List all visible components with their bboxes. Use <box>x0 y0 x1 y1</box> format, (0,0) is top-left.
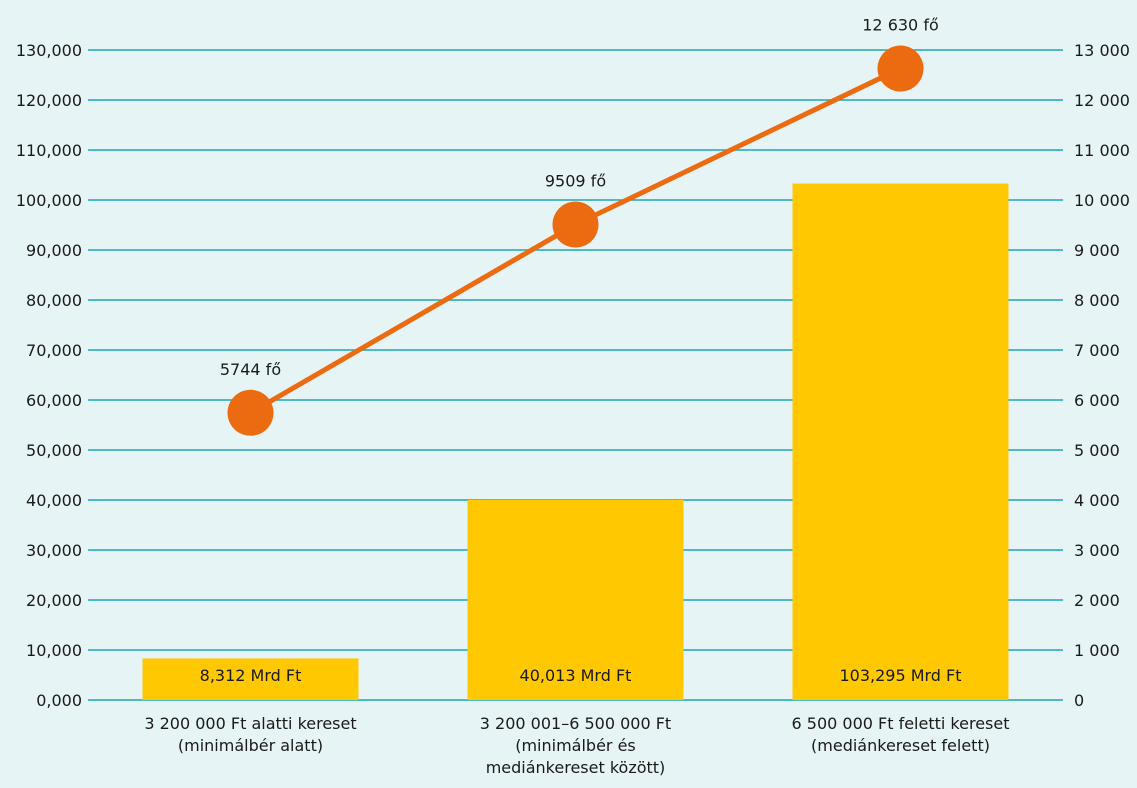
bars: 8,312 Mrd Ft 40,013 Mrd Ft 103,295 Mrd Ft <box>142 183 1009 700</box>
point-value-label: 12 630 fő <box>862 16 939 35</box>
category-label: mediánkereset között) <box>486 758 666 777</box>
line-series: 5744 fő 9509 fő 12 630 fő <box>220 16 939 436</box>
line-point <box>552 201 599 248</box>
left-tick-label: 80,000 <box>26 291 82 310</box>
category-labels: 3 200 000 Ft alatti kereset (minimálbér a… <box>144 714 1009 777</box>
left-tick-label: 20,000 <box>26 591 82 610</box>
right-tick-label: 0 <box>1074 691 1084 710</box>
bar <box>467 499 684 700</box>
category-label: 3 200 001–6 500 000 Ft <box>480 714 671 733</box>
right-tick-label: 5 000 <box>1074 441 1120 460</box>
right-tick-label: 6 000 <box>1074 391 1120 410</box>
category-label: 3 200 000 Ft alatti kereset <box>144 714 356 733</box>
left-tick-label: 90,000 <box>26 241 82 260</box>
left-tick-label: 130,000 <box>16 41 82 60</box>
bar-value-label: 40,013 Mrd Ft <box>520 666 632 685</box>
point-value-label: 5744 fő <box>220 360 281 379</box>
category-label: (minimálbér és <box>515 736 636 755</box>
line-point <box>877 45 924 92</box>
bar-value-label: 103,295 Mrd Ft <box>839 666 961 685</box>
left-tick-label: 40,000 <box>26 491 82 510</box>
right-tick-label: 8 000 <box>1074 291 1120 310</box>
right-axis-ticks: 0 1 000 2 000 3 000 4 000 5 000 6 000 7 000 8 00… <box>1074 41 1130 710</box>
category-label: (minimálbér alatt) <box>178 736 323 755</box>
right-tick-label: 11 000 <box>1074 141 1130 160</box>
right-tick-label: 4 000 <box>1074 491 1120 510</box>
category-label: (mediánkereset felett) <box>811 736 990 755</box>
bar-value-label: 8,312 Mrd Ft <box>200 666 302 685</box>
left-tick-label: 10,000 <box>26 641 82 660</box>
right-tick-label: 2 000 <box>1074 591 1120 610</box>
left-tick-label: 30,000 <box>26 541 82 560</box>
right-tick-label: 13 000 <box>1074 41 1130 60</box>
left-tick-label: 120,000 <box>16 91 82 110</box>
right-tick-label: 1 000 <box>1074 641 1120 660</box>
right-tick-label: 9 000 <box>1074 241 1120 260</box>
category-label: 6 500 000 Ft feletti kereset <box>792 714 1010 733</box>
left-tick-label: 60,000 <box>26 391 82 410</box>
line-point <box>227 389 274 436</box>
left-tick-label: 70,000 <box>26 341 82 360</box>
bar <box>142 658 359 700</box>
right-tick-label: 7 000 <box>1074 341 1120 360</box>
right-tick-label: 12 000 <box>1074 91 1130 110</box>
point-value-label: 9509 fő <box>545 172 606 191</box>
left-tick-label: 100,000 <box>16 191 82 210</box>
right-tick-label: 10 000 <box>1074 191 1130 210</box>
left-axis-ticks: 0,000 10,000 20,000 30,000 40,000 50,000 60,00… <box>16 41 82 710</box>
left-tick-label: 0,000 <box>36 691 82 710</box>
bar <box>792 183 1009 700</box>
right-tick-label: 3 000 <box>1074 541 1120 560</box>
left-tick-label: 50,000 <box>26 441 82 460</box>
left-tick-label: 110,000 <box>16 141 82 160</box>
